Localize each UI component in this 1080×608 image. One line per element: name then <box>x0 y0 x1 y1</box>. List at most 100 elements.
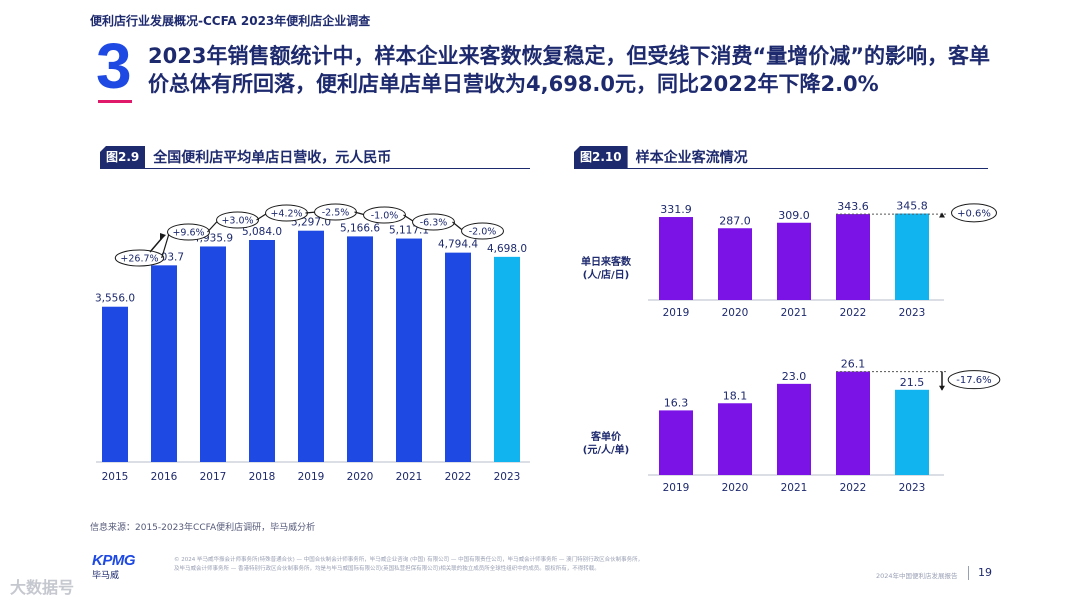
traffic-change-label: +0.6% <box>957 208 991 219</box>
report-name: 2024年中国便利店发展报告 <box>876 572 958 580</box>
ticket-ylabel-line-1: (元/人/单) <box>583 443 629 456</box>
growth-arrow-head <box>160 233 166 241</box>
kpmg-logo-text: KPMG <box>92 552 136 569</box>
growth-label-1: +9.6% <box>172 228 204 239</box>
traffic-value-label-2020: 287.0 <box>719 214 751 227</box>
traffic-category-label-2022: 2022 <box>840 307 867 319</box>
bar-2021 <box>396 238 422 462</box>
growth-label-2: +3.0% <box>221 216 253 227</box>
ticket-bar-2020 <box>718 403 752 475</box>
ticket-value-label-2020: 18.1 <box>723 389 748 402</box>
category-label-2020: 2020 <box>347 471 374 483</box>
traffic-value-label-2021: 309.0 <box>778 209 810 222</box>
traffic-ylabel-line-0: 单日来客数 <box>581 255 632 268</box>
breadcrumb: 便利店行业发展概况-CCFA 2023年便利店企业调查 <box>90 14 371 28</box>
value-label-2020: 5,166.6 <box>340 222 380 234</box>
ticket-change-label: -17.6% <box>956 375 991 386</box>
traffic-category-label-2020: 2020 <box>722 307 749 319</box>
figure-right-tag: 图2.10 <box>574 146 628 168</box>
legal-line-2: 及毕马威会计师事务所 — 香港特别行政区合伙制事务所，均是与毕马威国际有限公司(… <box>174 566 600 572</box>
growth-bubble-7 <box>461 222 504 240</box>
ticket-value-label-2019: 16.3 <box>664 396 689 409</box>
traffic-bar-2019 <box>659 217 693 300</box>
value-label-2015: 3,556.0 <box>95 293 135 305</box>
traffic-category-label-2021: 2021 <box>781 307 808 319</box>
section-number-digit: 3 <box>96 30 132 102</box>
ticket-bar-2019 <box>659 410 693 475</box>
section-number: 3 <box>96 34 136 106</box>
page-headline: 2023年销售额统计中，样本企业来客数恢复稳定，但受线下消费“量增价减”的影响，… <box>148 44 991 96</box>
traffic-change-arrow-head <box>939 212 945 218</box>
value-label-2019: 5,297.0 <box>291 217 331 229</box>
ticket-ylabel-line-0: 客单价 <box>590 430 622 443</box>
traffic-ylabel-line-1: (人/店/日) <box>583 268 629 281</box>
section-number-underline <box>98 100 132 103</box>
growth-label-3: +4.2% <box>270 209 302 220</box>
growth-label-6: -6.3% <box>420 218 448 229</box>
traffic-change-bubble <box>951 203 997 223</box>
figure-left-header: 图2.9 全国便利店平均单店日营收，元人民币 <box>100 146 391 168</box>
growth-bubble-2 <box>216 211 259 229</box>
kpmg-logo: KPMG 毕马威 <box>92 552 138 582</box>
bar-2020 <box>347 236 373 462</box>
value-label-2018: 5,084.0 <box>242 226 282 238</box>
ticket-change-bubble <box>947 370 1001 390</box>
traffic-bar-2021 <box>777 222 811 300</box>
page-separator <box>968 566 969 580</box>
growth-connector-0 <box>161 231 171 259</box>
traffic-category-label-2023: 2023 <box>899 307 926 319</box>
traffic-value-label-2022: 343.6 <box>837 200 869 213</box>
value-label-2023: 4,698.0 <box>487 243 527 255</box>
value-label-2022: 4,794.4 <box>438 239 478 251</box>
traffic-value-label-2019: 331.9 <box>660 203 692 216</box>
figure-left-title: 全国便利店平均单店日营收，元人民币 <box>153 150 392 166</box>
traffic-bar-2022 <box>836 214 870 300</box>
category-label-2017: 2017 <box>200 471 227 483</box>
category-label-2016: 2016 <box>151 471 178 483</box>
figure-right-header: 图2.10 样本企业客流情况 <box>574 146 748 168</box>
category-label-2015: 2015 <box>102 471 129 483</box>
traffic-value-label-2023: 345.8 <box>896 200 928 213</box>
watermark: 大数据号 <box>10 578 75 597</box>
kpmg-logo-cn: 毕马威 <box>92 571 120 581</box>
traffic-category-label-2019: 2019 <box>663 307 690 319</box>
growth-label-4: -2.5% <box>322 208 350 219</box>
ticket-bar-2022 <box>836 371 870 475</box>
growth-label-5: -1.0% <box>371 211 399 222</box>
traffic-bar-2023 <box>895 213 929 300</box>
growth-bubble-0 <box>114 249 165 267</box>
bar-2023 <box>494 256 520 462</box>
ticket-value-label-2022: 26.1 <box>841 358 866 371</box>
traffic-bar-2020 <box>718 228 752 300</box>
figure-left-rule <box>100 168 530 169</box>
growth-label-7: -2.0% <box>469 227 497 238</box>
bar-2018 <box>249 239 275 462</box>
bar-2019 <box>298 230 324 462</box>
growth-bubble-5 <box>363 206 406 224</box>
legal-fine-print: © 2024 毕马威华振会计师事务所(特殊普通合伙) — 中国合伙制会计师事务所… <box>174 556 774 574</box>
ticket-category-label-2019: 2019 <box>663 482 690 494</box>
ticket-category-label-2023: 2023 <box>899 482 926 494</box>
bar-2022 <box>445 252 471 462</box>
figure-right-title: 样本企业客流情况 <box>635 150 748 166</box>
category-label-2023: 2023 <box>494 471 521 483</box>
figure-left-tag: 图2.9 <box>100 146 146 168</box>
source-note: 信息来源：2015-2023年CCFA便利店调研，毕马威分析 <box>90 523 316 533</box>
page-number: 19 <box>978 566 992 579</box>
growth-bubble-6 <box>412 213 455 231</box>
bar-2016 <box>151 265 177 462</box>
ticket-value-label-2023: 21.5 <box>900 376 925 389</box>
category-label-2019: 2019 <box>298 471 325 483</box>
growth-label-0: +26.7% <box>120 254 158 265</box>
bar-2015 <box>102 306 128 462</box>
category-label-2022: 2022 <box>445 471 472 483</box>
legal-line-1: © 2024 毕马威华振会计师事务所(特殊普通合伙) — 中国合伙制会计师事务所… <box>174 557 644 563</box>
category-label-2021: 2021 <box>396 471 423 483</box>
ticket-category-label-2022: 2022 <box>840 482 867 494</box>
ticket-change-arrow-head <box>939 385 945 391</box>
ticket-bar-2023 <box>895 389 929 475</box>
ticket-value-label-2021: 23.0 <box>782 370 807 383</box>
figure-right-rule <box>574 168 988 169</box>
